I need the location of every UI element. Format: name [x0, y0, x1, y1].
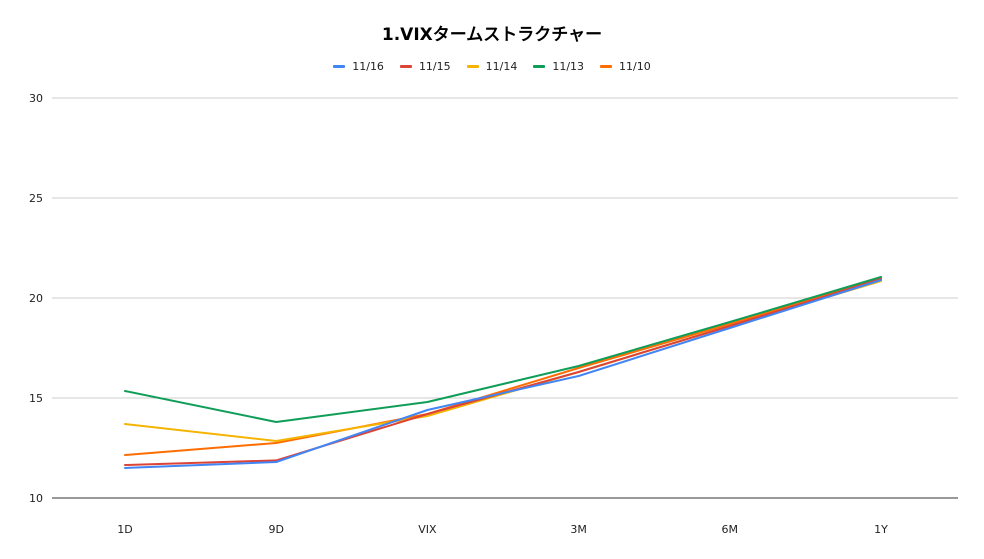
legend-swatch — [600, 65, 613, 68]
legend-item: 11/16 — [333, 60, 384, 73]
series-line — [124, 276, 882, 423]
y-tick-label: 20 — [29, 292, 43, 305]
legend-item: 11/14 — [466, 60, 518, 73]
legend-item: 11/13 — [533, 60, 584, 73]
y-tick-label: 25 — [29, 192, 43, 205]
x-tick-label: 1D — [117, 523, 132, 536]
y-tick-label: 30 — [29, 92, 43, 105]
legend-label: 11/15 — [418, 60, 451, 73]
y-tick-label: 15 — [29, 392, 43, 405]
x-tick-label: 6M — [722, 523, 739, 536]
x-tick-label: 1Y — [874, 523, 888, 536]
x-tick-label: 3M — [570, 523, 587, 536]
legend-swatch — [533, 65, 546, 68]
series-line — [124, 280, 882, 442]
chart-legend: 11/16 11/15 11/14 11/13 11/10 — [0, 60, 984, 73]
legend-swatch — [333, 65, 346, 68]
legend-label: 11/13 — [552, 60, 585, 73]
series-line — [124, 279, 882, 469]
legend-label: 11/16 — [352, 60, 384, 73]
legend-label: 11/14 — [485, 60, 518, 73]
legend-label: 11/10 — [619, 60, 651, 73]
legend-item: 11/10 — [600, 60, 651, 73]
y-tick-label: 10 — [29, 492, 43, 505]
legend-item: 11/15 — [399, 60, 451, 73]
legend-swatch — [399, 65, 412, 68]
legend-swatch — [466, 65, 479, 68]
x-tick-label: 9D — [268, 523, 283, 536]
x-tick-label: VIX — [418, 523, 437, 536]
chart-title: 1.VIXタームストラクチャー — [381, 25, 603, 45]
series-line — [124, 277, 882, 456]
